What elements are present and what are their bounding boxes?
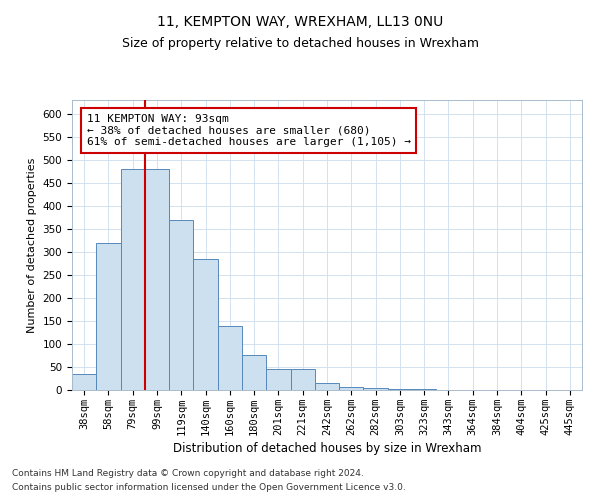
Bar <box>242 356 266 390</box>
Y-axis label: Number of detached properties: Number of detached properties <box>27 158 37 332</box>
Bar <box>72 374 96 390</box>
X-axis label: Distribution of detached houses by size in Wrexham: Distribution of detached houses by size … <box>173 442 481 455</box>
Bar <box>193 259 218 390</box>
Bar <box>218 326 242 390</box>
Text: Contains HM Land Registry data © Crown copyright and database right 2024.: Contains HM Land Registry data © Crown c… <box>12 468 364 477</box>
Bar <box>290 370 315 390</box>
Bar <box>145 169 169 390</box>
Bar <box>339 387 364 390</box>
Text: 11 KEMPTON WAY: 93sqm
← 38% of detached houses are smaller (680)
61% of semi-det: 11 KEMPTON WAY: 93sqm ← 38% of detached … <box>86 114 410 147</box>
Text: Size of property relative to detached houses in Wrexham: Size of property relative to detached ho… <box>121 38 479 51</box>
Bar <box>388 388 412 390</box>
Bar <box>121 169 145 390</box>
Text: 11, KEMPTON WAY, WREXHAM, LL13 0NU: 11, KEMPTON WAY, WREXHAM, LL13 0NU <box>157 15 443 29</box>
Bar <box>169 220 193 390</box>
Bar <box>315 383 339 390</box>
Bar <box>266 370 290 390</box>
Bar <box>412 389 436 390</box>
Bar <box>364 388 388 390</box>
Bar <box>96 242 121 390</box>
Text: Contains public sector information licensed under the Open Government Licence v3: Contains public sector information licen… <box>12 484 406 492</box>
